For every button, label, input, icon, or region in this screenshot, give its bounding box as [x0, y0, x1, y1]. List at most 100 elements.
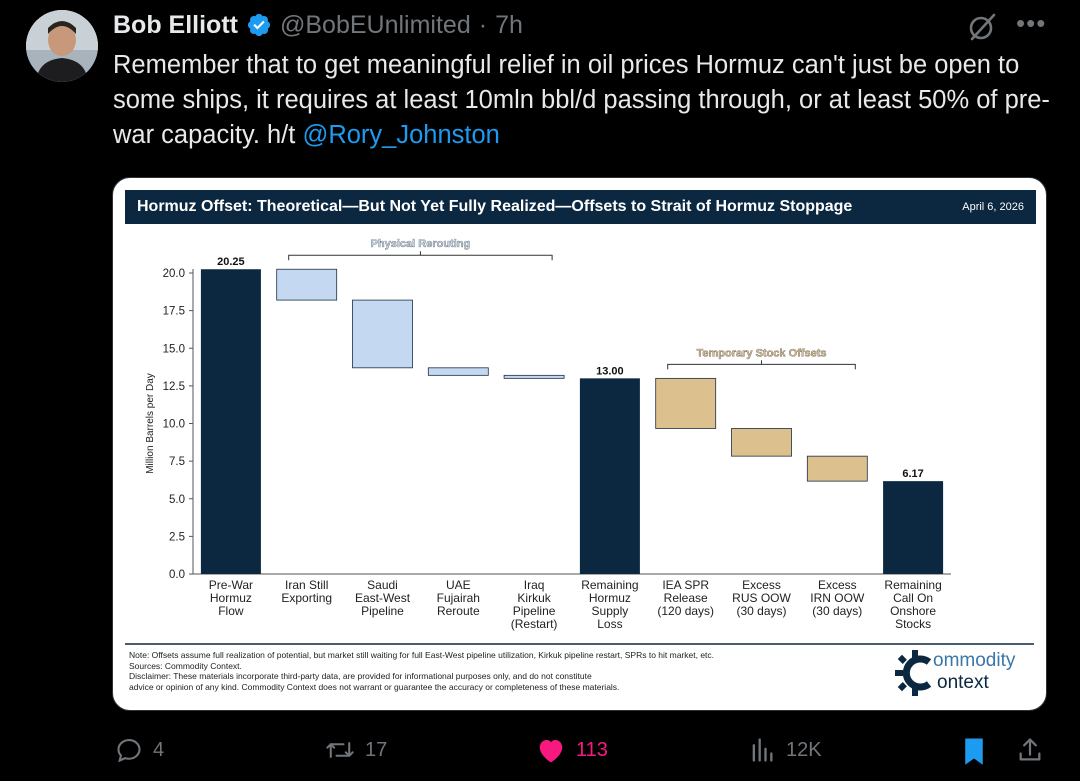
x-category-label: (120 days): [657, 604, 714, 618]
x-category-label: Hormuz: [589, 591, 631, 605]
waterfall-bar-5: [503, 374, 565, 379]
x-category-label: Remaining: [581, 578, 638, 592]
x-category-label: UAE: [446, 578, 471, 592]
verified-badge-icon: [247, 13, 271, 37]
x-category-label: Pre-War: [209, 578, 253, 592]
tweet-timestamp[interactable]: 7h: [495, 10, 523, 39]
like-count: 113: [576, 738, 608, 761]
waterfall-bar-6: [579, 378, 640, 574]
reply-count: 4: [153, 738, 165, 761]
x-category-label: Fujairah: [437, 591, 480, 605]
y-tick-label: 0.0: [169, 569, 185, 581]
annotation-label: Temporary Stock Offsets: [696, 347, 826, 359]
y-tick-label: 15.0: [163, 343, 185, 355]
x-category-label: Reroute: [437, 604, 480, 618]
share-icon: [1019, 738, 1041, 761]
commodity-context-logo: ommodity ontext: [893, 646, 1033, 698]
x-category-label: (Restart): [511, 617, 558, 631]
x-category-label: Excess: [818, 578, 857, 592]
bar-value-label: 20.25: [217, 256, 245, 268]
x-category-label: Iraq: [524, 578, 545, 592]
x-category-label: IEA SPR: [662, 578, 709, 592]
bar-value-label: 13.00: [596, 365, 624, 377]
mention-link[interactable]: @Rory_Johnston: [302, 121, 500, 149]
x-category-label: Onshore: [890, 604, 936, 618]
x-category-label: (30 days): [736, 604, 786, 618]
x-category-label: Iran Still: [285, 578, 328, 592]
like-button[interactable]: 113: [536, 736, 608, 764]
tweet-header: Bob Elliott @BobEUnlimited · 7h: [113, 8, 523, 42]
x-category-label: Exporting: [281, 591, 332, 605]
x-category-label: East-West: [355, 591, 411, 605]
repost-count: 17: [365, 738, 388, 761]
y-tick-label: 20.0: [163, 268, 185, 280]
bookmark-button[interactable]: [961, 736, 987, 766]
annotation-bracket: [288, 254, 553, 261]
y-tick-label: 10.0: [163, 419, 185, 431]
waterfall-bar-1: [200, 269, 261, 574]
x-category-label: Call On: [893, 591, 933, 605]
bar-value-label: 6.17: [902, 468, 923, 480]
gear-logo-icon: [895, 650, 932, 696]
chart-date: April 6, 2026: [962, 201, 1024, 213]
avatar-image: [26, 10, 98, 82]
y-tick-label: 12.5: [163, 381, 185, 393]
author-handle[interactable]: @BobEUnlimited: [279, 10, 471, 39]
waterfall-bar-2: [276, 268, 338, 301]
waterfall-bar-7: [655, 377, 717, 429]
x-category-label: Remaining: [884, 578, 941, 592]
annotation-label: Physical Rerouting: [371, 238, 471, 250]
reply-button[interactable]: 4: [115, 736, 164, 764]
waterfall-chart: 0.0 2.5 5.0 7.5 10.0 12.5 15.0 17.5 20.0 Million …: [125, 238, 1034, 645]
x-category-label: Pipeline: [361, 604, 404, 618]
avatar[interactable]: [26, 10, 98, 82]
bookmark-icon: [965, 738, 983, 765]
x-category-label: Pipeline: [513, 604, 556, 618]
x-category-label: Stocks: [895, 617, 931, 631]
reply-icon: [117, 739, 141, 763]
views-icon: [752, 738, 773, 762]
heart-icon: [539, 740, 563, 763]
tweet-action-bar: 4 17 113 12K: [0, 728, 1080, 772]
repost-button[interactable]: 17: [325, 736, 387, 764]
x-category-label: Release: [664, 591, 708, 605]
y-tick-label: 5.0: [169, 494, 185, 506]
tweet-media-chart[interactable]: Hormuz Offset: Theoretical—But Not Yet F…: [112, 177, 1047, 711]
waterfall-bar-8: [731, 428, 792, 457]
author-name[interactable]: Bob Elliott: [113, 10, 238, 39]
x-category-label: Hormuz: [210, 591, 252, 605]
x-category-label: Saudi: [367, 578, 398, 592]
chart-disclaimer-line2: advice or opinion of any kind. Commodity…: [129, 681, 620, 692]
y-tick-label: 17.5: [163, 306, 185, 318]
chart-notes: Note: Offsets assume full realization of…: [129, 650, 869, 692]
share-button[interactable]: [1016, 736, 1044, 764]
x-category-label: (30 days): [812, 604, 862, 618]
chart-title: Hormuz Offset: Theoretical—But Not Yet F…: [137, 198, 853, 215]
tweet-text: Remember that to get meaningful relief i…: [113, 48, 1053, 153]
logo-text-top: ommodity: [933, 650, 1016, 671]
y-tick-label: 2.5: [169, 531, 185, 543]
waterfall-bar-3: [352, 299, 413, 369]
y-axis-label: Million Barrels per Day: [145, 373, 156, 474]
x-category-label: Supply: [592, 604, 629, 618]
waterfall-bar-9: [806, 455, 868, 482]
waterfall-bar-4: [427, 367, 489, 376]
chart-sources: Sources: Commodity Context.: [129, 660, 242, 671]
x-category-label: IRN OOW: [810, 591, 865, 605]
views-count: 12K: [786, 738, 822, 761]
x-category-label: Loss: [597, 617, 622, 631]
separator-dot: ·: [478, 10, 488, 39]
views-button[interactable]: 12K: [748, 736, 822, 764]
x-category-label: RUS OOW: [732, 591, 791, 605]
chart-title-bar: Hormuz Offset: Theoretical—But Not Yet F…: [125, 190, 1036, 224]
annotation-bracket: [667, 363, 856, 370]
repost-icon: [326, 742, 354, 758]
x-category-label: Flow: [218, 604, 244, 618]
more-icon[interactable]: •••: [1016, 8, 1047, 38]
logo-text-bottom: ontext: [937, 672, 989, 693]
waterfall-bar-10: [883, 481, 944, 574]
x-category-label: Kirkuk: [517, 591, 551, 605]
chart-disclaimer-line1: Disclaimer: These materials incorporate …: [129, 671, 592, 681]
tweet-body: Remember that to get meaningful relief i…: [113, 51, 1050, 149]
grok-icon[interactable]: [966, 11, 998, 43]
